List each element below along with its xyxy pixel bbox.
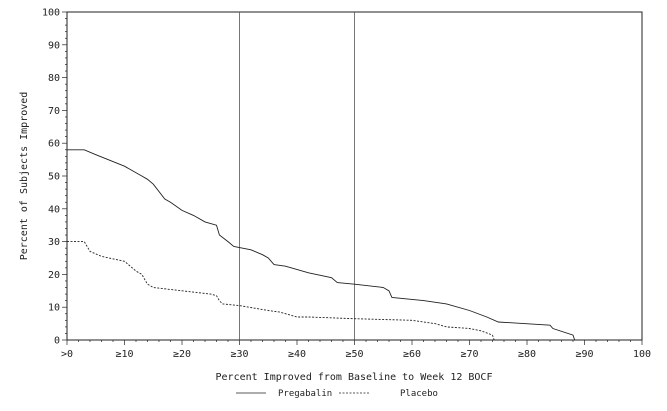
- x-tick-label: ≥50: [345, 349, 363, 360]
- x-tick-label: ≥20: [173, 349, 191, 360]
- tick-labels: >0 ≥10 ≥20 ≥30 ≥40 ≥50 ≥60 ≥70 ≥80 ≥90 100 0 10 20 30 4…: [42, 8, 651, 361]
- legend-pregabalin-label: Pregabalin: [278, 389, 332, 399]
- x-tick-label: ≥70: [460, 349, 478, 360]
- y-tick-label: 80: [48, 73, 60, 84]
- y-tick-label: 10: [48, 303, 60, 314]
- y-tick-label: 30: [48, 237, 60, 248]
- y-tick-label: 0: [54, 336, 60, 347]
- series-lines: [67, 149, 576, 341]
- series-line-pregabalin: [67, 149, 576, 341]
- y-tick-label: 20: [48, 270, 60, 281]
- axes: [62, 11, 643, 345]
- y-tick-label: 70: [48, 106, 60, 117]
- x-axis-label: Percent Improved from Baseline to Week 1…: [216, 372, 493, 383]
- x-tick-label: ≥10: [115, 349, 133, 360]
- x-tick-label: ≥80: [518, 349, 536, 360]
- x-tick-label: ≥40: [288, 349, 306, 360]
- x-tick-label: ≥60: [403, 349, 421, 360]
- x-tick-label: ≥90: [575, 349, 593, 360]
- x-tick-label: 100: [633, 349, 651, 360]
- series-line-placebo: [67, 241, 495, 341]
- x-tick-label: >0: [61, 349, 73, 360]
- y-tick-label: 40: [48, 204, 60, 215]
- legend: Pregabalin Placebo: [236, 389, 438, 399]
- y-axis-label: Percent of Subjects Improved: [19, 92, 30, 261]
- x-tick-label: ≥30: [230, 349, 248, 360]
- y-tick-label: 100: [42, 8, 60, 19]
- y-tick-label: 50: [48, 172, 60, 183]
- y-tick-label: 60: [48, 139, 60, 150]
- legend-placebo-label: Placebo: [400, 389, 438, 399]
- reference-lines: [239, 12, 355, 340]
- y-tick-label: 90: [48, 40, 60, 51]
